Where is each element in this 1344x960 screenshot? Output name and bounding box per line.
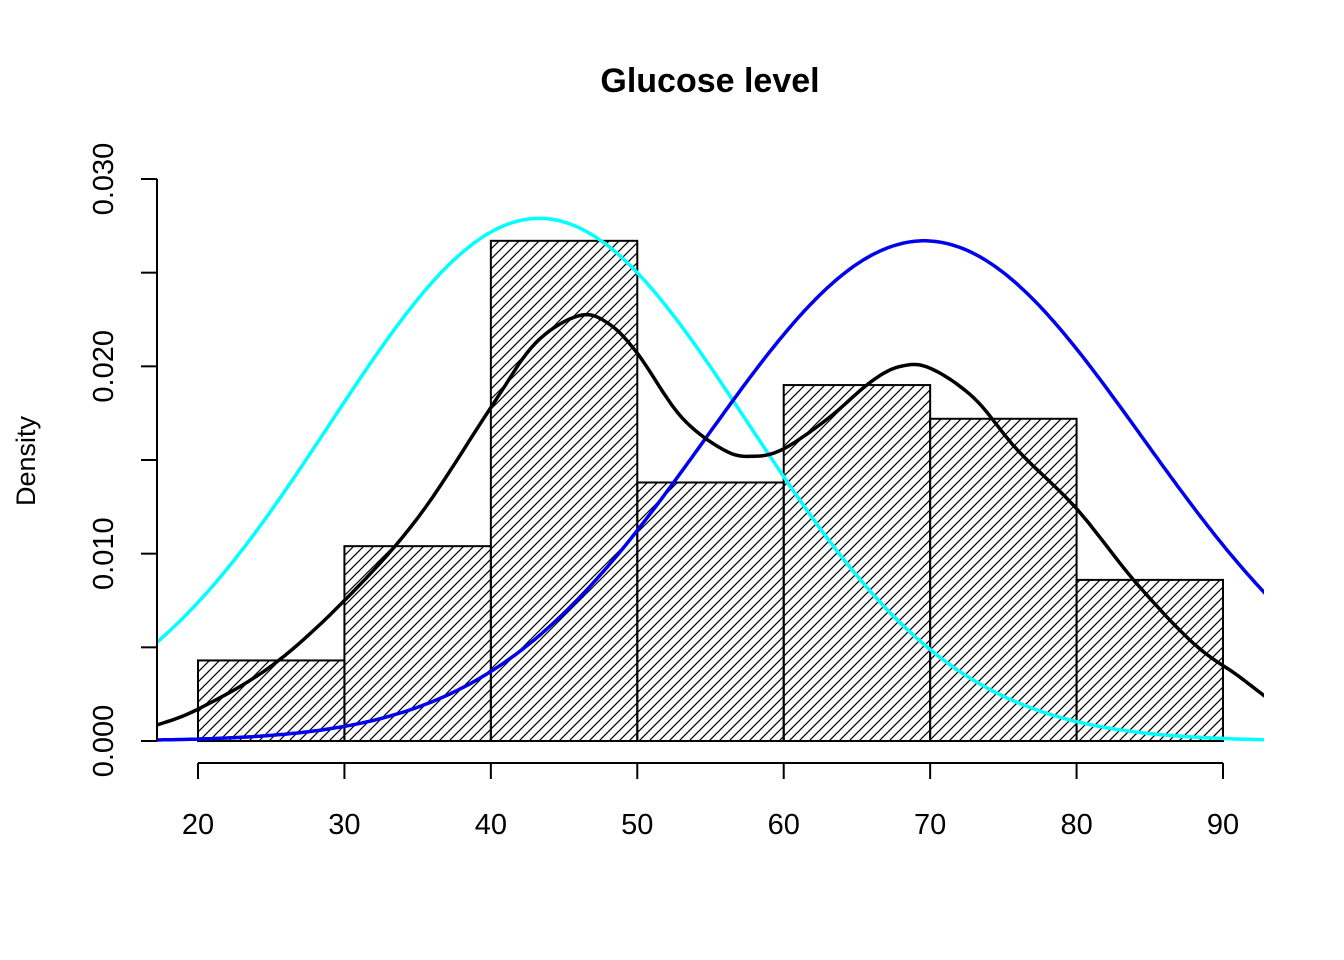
x-tick-label: 80 (1060, 809, 1092, 841)
y-tick-label: 0.010 (88, 517, 120, 590)
x-tick-label: 70 (914, 809, 946, 841)
y-axis: 0.000 0.010 0.020 0.030 (88, 143, 158, 778)
histogram-bar-5 (782, 384, 932, 742)
histogram-bar-3 (489, 239, 639, 742)
density-curve-3 (157, 312, 1264, 727)
histogram-bar-7 (1075, 578, 1224, 742)
curve-layer (157, 216, 1264, 742)
x-tick-label: 20 (182, 809, 214, 841)
y-tick-label: 0.020 (88, 330, 120, 403)
x-tick-label: 40 (475, 809, 507, 841)
x-tick-label: 50 (621, 809, 653, 841)
density-curve-2 (157, 239, 1264, 742)
y-axis-title: Density (11, 415, 41, 506)
x-axis: 20 30 40 50 60 70 80 90 (182, 762, 1239, 841)
x-tick-label: 60 (768, 809, 800, 841)
y-tick-label: 0.030 (88, 143, 120, 216)
x-tick-label: 90 (1207, 809, 1239, 841)
histogram-bar-6 (929, 417, 1078, 742)
density-curve-1 (157, 216, 1264, 742)
chart-title: Glucose level (600, 62, 819, 100)
y-tick-label: 0.000 (88, 705, 120, 778)
x-tick-label: 30 (328, 809, 360, 841)
histogram-bar-1 (197, 659, 346, 742)
histogram-bar-4 (636, 481, 785, 742)
histogram-bars (197, 239, 1224, 742)
